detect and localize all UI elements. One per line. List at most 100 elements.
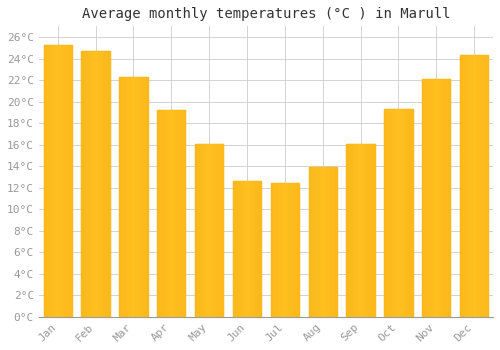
- Bar: [122, 77, 124, 317]
- Bar: [134, 77, 135, 317]
- Bar: [482, 55, 484, 317]
- Bar: [478, 55, 480, 317]
- Bar: [68, 44, 69, 317]
- Bar: [364, 144, 365, 317]
- Bar: [318, 167, 320, 317]
- Bar: [142, 77, 144, 317]
- Bar: [162, 110, 163, 317]
- Bar: [436, 79, 438, 317]
- Bar: [59, 44, 60, 317]
- Bar: [87, 51, 88, 317]
- Bar: [181, 110, 182, 317]
- Bar: [130, 77, 132, 317]
- Bar: [205, 144, 206, 317]
- Bar: [276, 183, 278, 317]
- Bar: [388, 109, 390, 317]
- Bar: [328, 167, 330, 317]
- Bar: [208, 144, 209, 317]
- Bar: [166, 110, 167, 317]
- Bar: [294, 183, 295, 317]
- Bar: [476, 55, 477, 317]
- Bar: [184, 110, 186, 317]
- Bar: [369, 144, 370, 317]
- Bar: [313, 167, 314, 317]
- Bar: [260, 181, 261, 317]
- Bar: [214, 144, 215, 317]
- Bar: [139, 77, 140, 317]
- Bar: [468, 55, 470, 317]
- Bar: [326, 167, 327, 317]
- Bar: [484, 55, 486, 317]
- Bar: [233, 181, 234, 317]
- Bar: [330, 167, 331, 317]
- Bar: [182, 110, 184, 317]
- Bar: [440, 79, 442, 317]
- Bar: [82, 51, 110, 317]
- Bar: [199, 144, 200, 317]
- Bar: [348, 144, 349, 317]
- Bar: [386, 109, 387, 317]
- Bar: [446, 79, 448, 317]
- Bar: [324, 167, 326, 317]
- Bar: [55, 44, 56, 317]
- Bar: [270, 183, 299, 317]
- Bar: [292, 183, 294, 317]
- Bar: [219, 144, 220, 317]
- Bar: [120, 77, 122, 317]
- Bar: [124, 77, 125, 317]
- Bar: [233, 181, 261, 317]
- Bar: [125, 77, 126, 317]
- Bar: [44, 44, 45, 317]
- Bar: [254, 181, 256, 317]
- Bar: [196, 144, 198, 317]
- Bar: [288, 183, 289, 317]
- Bar: [170, 110, 172, 317]
- Bar: [244, 181, 246, 317]
- Bar: [88, 51, 90, 317]
- Bar: [400, 109, 402, 317]
- Bar: [252, 181, 254, 317]
- Bar: [180, 110, 181, 317]
- Bar: [346, 144, 348, 317]
- Bar: [466, 55, 467, 317]
- Bar: [210, 144, 212, 317]
- Bar: [467, 55, 468, 317]
- Bar: [438, 79, 439, 317]
- Bar: [374, 144, 375, 317]
- Bar: [167, 110, 168, 317]
- Bar: [392, 109, 394, 317]
- Bar: [82, 51, 83, 317]
- Bar: [397, 109, 398, 317]
- Bar: [422, 79, 424, 317]
- Bar: [215, 144, 216, 317]
- Bar: [174, 110, 176, 317]
- Bar: [220, 144, 222, 317]
- Bar: [320, 167, 322, 317]
- Bar: [387, 109, 388, 317]
- Bar: [274, 183, 275, 317]
- Bar: [66, 44, 68, 317]
- Title: Average monthly temperatures (°C ) in Marull: Average monthly temperatures (°C ) in Ma…: [82, 7, 450, 21]
- Bar: [238, 181, 240, 317]
- Bar: [168, 110, 170, 317]
- Bar: [282, 183, 284, 317]
- Bar: [360, 144, 362, 317]
- Bar: [411, 109, 412, 317]
- Bar: [398, 109, 400, 317]
- Bar: [272, 183, 274, 317]
- Bar: [396, 109, 397, 317]
- Bar: [104, 51, 106, 317]
- Bar: [204, 144, 205, 317]
- Bar: [52, 44, 54, 317]
- Bar: [160, 110, 162, 317]
- Bar: [298, 183, 299, 317]
- Bar: [426, 79, 428, 317]
- Bar: [136, 77, 138, 317]
- Bar: [370, 144, 372, 317]
- Bar: [280, 183, 282, 317]
- Bar: [332, 167, 334, 317]
- Bar: [404, 109, 406, 317]
- Bar: [481, 55, 482, 317]
- Bar: [45, 44, 46, 317]
- Bar: [286, 183, 288, 317]
